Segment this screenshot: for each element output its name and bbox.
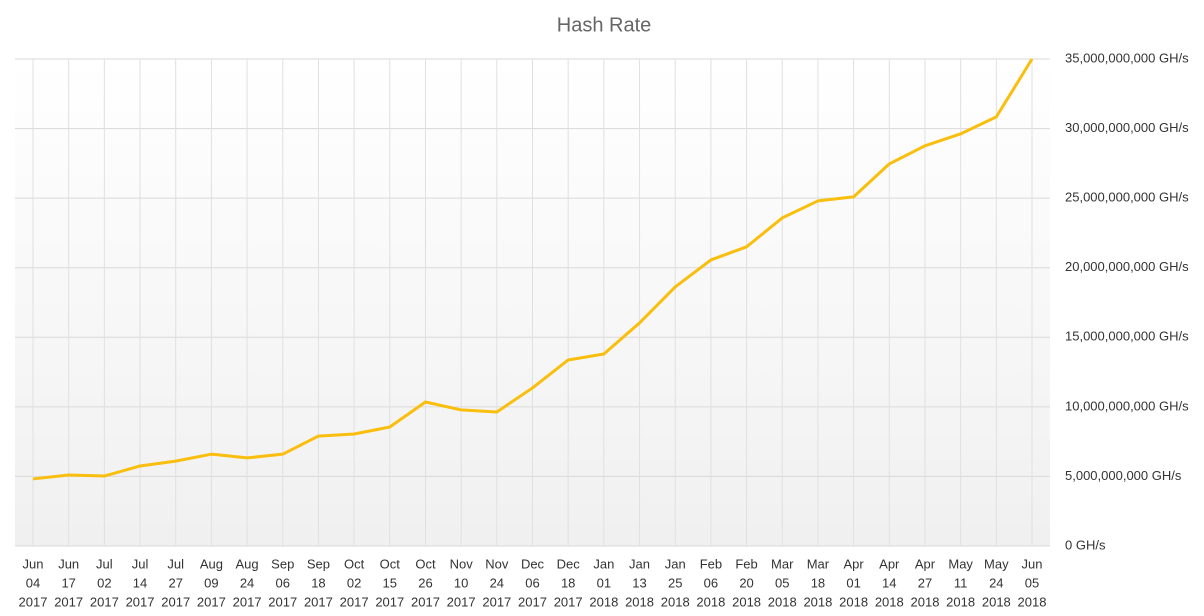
x-tick-label: 06 xyxy=(525,575,539,590)
x-tick-label: Sep xyxy=(307,556,330,571)
x-tick-label: 2018 xyxy=(839,594,868,609)
x-tick-label: 2017 xyxy=(447,594,476,609)
x-tick-label: 2017 xyxy=(518,594,547,609)
x-tick-label: 2017 xyxy=(482,594,511,609)
x-tick-label: 2018 xyxy=(661,594,690,609)
y-tick-label: 0 GH/s xyxy=(1065,537,1106,552)
x-tick-label: 2018 xyxy=(911,594,940,609)
x-tick-label: 2017 xyxy=(19,594,48,609)
x-tick-label: Feb xyxy=(735,556,757,571)
x-tick-label: 02 xyxy=(347,575,361,590)
x-tick-label: 14 xyxy=(133,575,147,590)
x-tick-label: 18 xyxy=(311,575,325,590)
x-tick-label: 11 xyxy=(954,575,968,590)
x-tick-label: Jan xyxy=(593,556,614,571)
x-tick-label: 2018 xyxy=(732,594,761,609)
y-tick-label: 25,000,000,000 GH/s xyxy=(1065,190,1189,205)
x-tick-label: 2018 xyxy=(768,594,797,609)
x-tick-label: 2018 xyxy=(946,594,975,609)
x-tick-label: Dec xyxy=(521,556,545,571)
x-tick-label: 2018 xyxy=(625,594,654,609)
x-tick-label: Sep xyxy=(271,556,294,571)
x-tick-label: Apr xyxy=(843,556,864,571)
x-tick-label: 2017 xyxy=(90,594,119,609)
x-tick-label: 24 xyxy=(240,575,254,590)
x-tick-label: 09 xyxy=(204,575,218,590)
x-tick-label: 05 xyxy=(1025,575,1039,590)
data-line xyxy=(32,58,1034,481)
x-tick-label: 2017 xyxy=(233,594,262,609)
x-tick-label: Apr xyxy=(879,556,900,571)
x-tick-label: Aug xyxy=(200,556,223,571)
x-tick-label: Jan xyxy=(665,556,686,571)
x-tick-label: 01 xyxy=(846,575,860,590)
x-tick-label: Jan xyxy=(629,556,650,571)
x-tick-label: 18 xyxy=(811,575,825,590)
x-tick-label: 2017 xyxy=(411,594,440,609)
x-tick-label: 2017 xyxy=(554,594,583,609)
x-tick-label: Jun xyxy=(58,556,79,571)
y-tick-label: 30,000,000,000 GH/s xyxy=(1065,120,1189,135)
x-tick-label: 2017 xyxy=(268,594,297,609)
x-tick-label: 2018 xyxy=(1018,594,1047,609)
x-tick-label: 14 xyxy=(882,575,896,590)
x-tick-label: 05 xyxy=(775,575,789,590)
x-tick-label: Oct xyxy=(380,556,401,571)
x-tick-label: 2018 xyxy=(589,594,618,609)
y-tick-label: 5,000,000,000 GH/s xyxy=(1065,468,1182,483)
x-tick-label: 06 xyxy=(704,575,718,590)
x-tick-label: 2017 xyxy=(375,594,404,609)
x-tick-label: Nov xyxy=(485,556,509,571)
x-tick-label: 02 xyxy=(97,575,111,590)
x-tick-label: Apr xyxy=(915,556,936,571)
x-tick-label: 2018 xyxy=(982,594,1011,609)
y-tick-label: 10,000,000,000 GH/s xyxy=(1065,398,1189,413)
x-tick-label: May xyxy=(984,556,1009,571)
x-tick-label: 2017 xyxy=(304,594,333,609)
chart-title: Hash Rate xyxy=(557,14,652,36)
x-tick-label: 25 xyxy=(668,575,682,590)
x-tick-label: 18 xyxy=(561,575,575,590)
x-tick-label: May xyxy=(948,556,973,571)
x-tick-label: 2017 xyxy=(161,594,190,609)
x-tick-label: 2017 xyxy=(126,594,155,609)
x-tick-label: Jul xyxy=(132,556,149,571)
x-tick-label: 27 xyxy=(918,575,932,590)
y-tick-label: 15,000,000,000 GH/s xyxy=(1065,329,1189,344)
x-tick-label: 20 xyxy=(739,575,753,590)
x-tick-label: 2017 xyxy=(197,594,226,609)
x-tick-label: Jun xyxy=(23,556,44,571)
x-tick-label: 26 xyxy=(418,575,432,590)
x-tick-label: 2018 xyxy=(696,594,725,609)
x-tick-label: 15 xyxy=(383,575,397,590)
x-tick-label: Feb xyxy=(700,556,722,571)
x-tick-label: 24 xyxy=(989,575,1003,590)
x-tick-label: 24 xyxy=(490,575,504,590)
x-tick-label: 13 xyxy=(632,575,646,590)
x-tick-label: 17 xyxy=(61,575,75,590)
x-tick-label: 2017 xyxy=(340,594,369,609)
x-tick-label: 2018 xyxy=(875,594,904,609)
y-tick-label: 20,000,000,000 GH/s xyxy=(1065,259,1189,274)
x-tick-label: Mar xyxy=(807,556,830,571)
x-tick-label: Jul xyxy=(96,556,113,571)
x-tick-label: Mar xyxy=(771,556,794,571)
x-tick-label: Jul xyxy=(167,556,184,571)
x-tick-label: Oct xyxy=(344,556,365,571)
x-tick-label: 04 xyxy=(26,575,40,590)
x-tick-label: Nov xyxy=(450,556,474,571)
x-tick-label: 2018 xyxy=(803,594,832,609)
x-tick-label: Jun xyxy=(1022,556,1043,571)
x-tick-label: Dec xyxy=(557,556,581,571)
x-tick-label: 06 xyxy=(276,575,290,590)
x-tick-label: Aug xyxy=(236,556,259,571)
x-tick-label: Oct xyxy=(415,556,436,571)
x-tick-label: 10 xyxy=(454,575,468,590)
x-tick-label: 27 xyxy=(168,575,182,590)
x-tick-label: 01 xyxy=(597,575,611,590)
x-tick-label: 2017 xyxy=(54,594,83,609)
y-tick-label: 35,000,000,000 GH/s xyxy=(1065,50,1189,65)
